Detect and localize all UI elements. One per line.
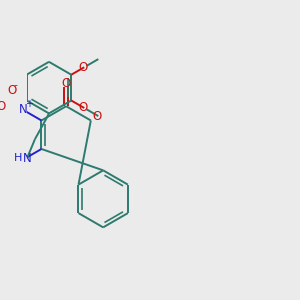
Text: O: O [0,100,6,113]
Text: O: O [61,77,71,91]
Text: O: O [7,84,16,97]
Text: O: O [78,101,88,114]
Text: -: - [13,80,17,90]
Text: O: O [78,61,88,74]
Text: H: H [14,153,22,163]
Text: N: N [19,103,28,116]
Text: +: + [25,100,33,110]
Text: N: N [23,152,32,165]
Text: O: O [93,110,102,123]
